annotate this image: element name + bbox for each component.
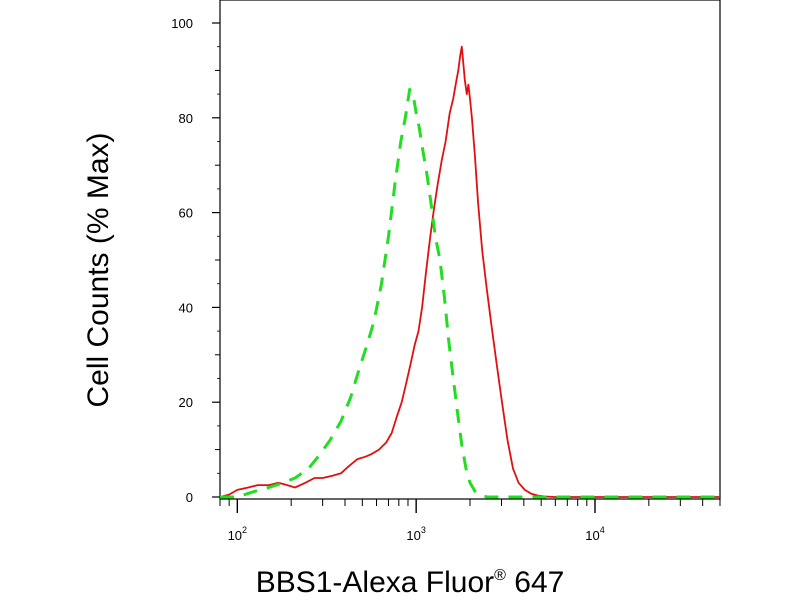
y-tick-label: 0 [186, 490, 193, 505]
x-tick-exponent: 2 [242, 525, 247, 535]
y-tick-label: 40 [179, 300, 193, 315]
x-axis-title-suffix: 647 [506, 566, 564, 599]
x-tick-label: 104 [585, 525, 604, 543]
y-tick-label: 80 [179, 111, 193, 126]
x-tick-label: 102 [228, 525, 247, 543]
y-axis-ticks: 0 20 40 60 80 100 [171, 16, 220, 505]
y-tick-label: 20 [179, 395, 193, 410]
x-axis-title: BBS1-Alexa Fluor® 647 [256, 566, 565, 599]
x-tick-exponent: 3 [421, 525, 426, 535]
x-tick-base: 10 [406, 528, 420, 543]
y-tick-label: 100 [171, 16, 193, 31]
x-tick-base: 10 [228, 528, 242, 543]
x-axis-title-main: BBS1-Alexa Fluor [256, 566, 494, 599]
x-tick-base: 10 [585, 528, 599, 543]
y-tick-label: 60 [179, 206, 193, 221]
plot-frame [219, 0, 721, 500]
registered-mark: ® [494, 567, 506, 584]
sample-series-line [219, 45, 720, 498]
series-layer [219, 45, 720, 499]
x-axis-ticks: 102 103 104 [219, 499, 721, 543]
x-tick-label: 103 [406, 525, 425, 543]
y-axis-title: Cell Counts (% Max) [82, 132, 115, 407]
x-tick-exponent: 4 [600, 525, 605, 535]
control-series-line [220, 87, 720, 499]
